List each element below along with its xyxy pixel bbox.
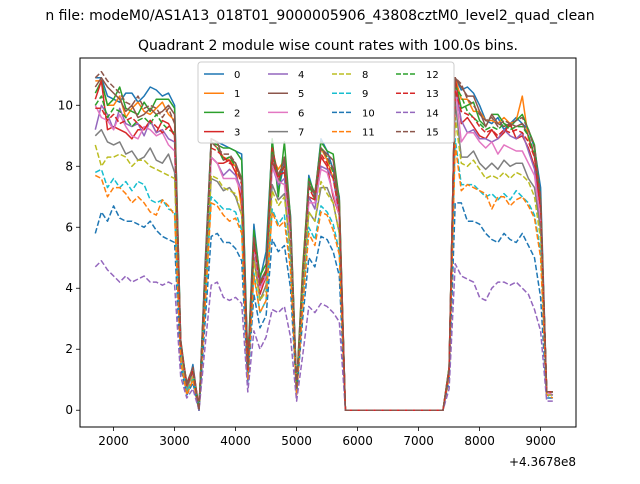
legend-label-3: 3 — [234, 128, 240, 139]
series-line-6 — [94, 86, 554, 411]
y-tick-label: 0 — [65, 403, 73, 417]
x-tick-label: 3000 — [159, 434, 190, 448]
series-line-10 — [94, 202, 553, 411]
x-tick-label: 6000 — [342, 434, 373, 448]
chart-title: Quadrant 2 module wise count rates with … — [138, 38, 518, 54]
y-tick-label: 6 — [65, 220, 73, 234]
legend-label-6: 6 — [298, 108, 304, 119]
x-tick-label: 4000 — [220, 434, 251, 448]
legend-label-11: 11 — [362, 128, 375, 139]
series-line-13 — [95, 89, 553, 411]
y-tick-label: 2 — [65, 342, 73, 356]
plot-frame — [79, 57, 577, 428]
series-line-9 — [94, 138, 554, 411]
series-line-2 — [94, 80, 553, 411]
y-axis: 0 2 4 6 8 10 — [58, 98, 80, 417]
series-line-7 — [94, 101, 553, 411]
legend-label-10: 10 — [362, 108, 375, 119]
series-line-14 — [94, 260, 553, 411]
x-tick-label: 5000 — [281, 434, 312, 448]
series-line-11 — [94, 144, 554, 411]
series-line-8 — [94, 116, 553, 411]
series-line-3 — [94, 77, 554, 411]
legend-label-5: 5 — [298, 89, 304, 100]
legend-label-9: 9 — [362, 89, 368, 100]
series-line-5 — [94, 77, 553, 411]
y-tick-label: 10 — [58, 98, 73, 112]
legend-label-7: 7 — [298, 128, 304, 139]
series-line-15 — [94, 70, 553, 411]
legend-box — [197, 61, 455, 144]
x-tick-label: 8000 — [464, 434, 495, 448]
y-tick-label: 4 — [65, 281, 73, 295]
legend-label-13: 13 — [426, 89, 439, 100]
x-tick-label: 2000 — [98, 434, 129, 448]
x-axis: 2000 3000 4000 5000 6000 7000 8000 9000 — [98, 427, 556, 448]
x-tick-label: 9000 — [525, 434, 556, 448]
legend-label-2: 2 — [234, 108, 240, 119]
legend-label-0: 0 — [234, 70, 240, 81]
legend-label-12: 12 — [426, 70, 439, 81]
legend-label-15: 15 — [426, 128, 439, 139]
legend-label-8: 8 — [362, 70, 368, 81]
x-tick-label: 7000 — [403, 434, 434, 448]
legend-label-14: 14 — [426, 108, 439, 119]
series-lines — [94, 70, 554, 411]
legend-label-4: 4 — [298, 70, 304, 81]
x-offset-label: +4.3678e8 — [509, 455, 576, 469]
series-line-4 — [94, 86, 554, 411]
series-line-0 — [95, 77, 553, 411]
legend-label-1: 1 — [234, 89, 240, 100]
figure-suptitle: n file: modeM0/AS1A13_018T01_9000005906_… — [45, 8, 594, 24]
y-tick-label: 8 — [65, 159, 73, 173]
